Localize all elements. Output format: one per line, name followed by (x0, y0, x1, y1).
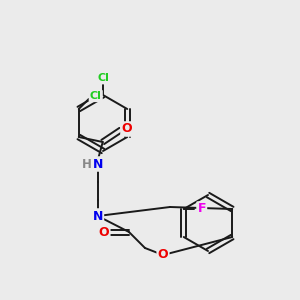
Text: O: O (122, 122, 132, 136)
Text: O: O (99, 226, 109, 238)
Text: Cl: Cl (90, 91, 102, 101)
Text: N: N (93, 209, 103, 223)
Text: H: H (82, 158, 92, 170)
Text: O: O (158, 248, 168, 262)
Text: N: N (93, 158, 103, 170)
Text: Cl: Cl (97, 73, 109, 83)
Text: F: F (197, 202, 206, 215)
